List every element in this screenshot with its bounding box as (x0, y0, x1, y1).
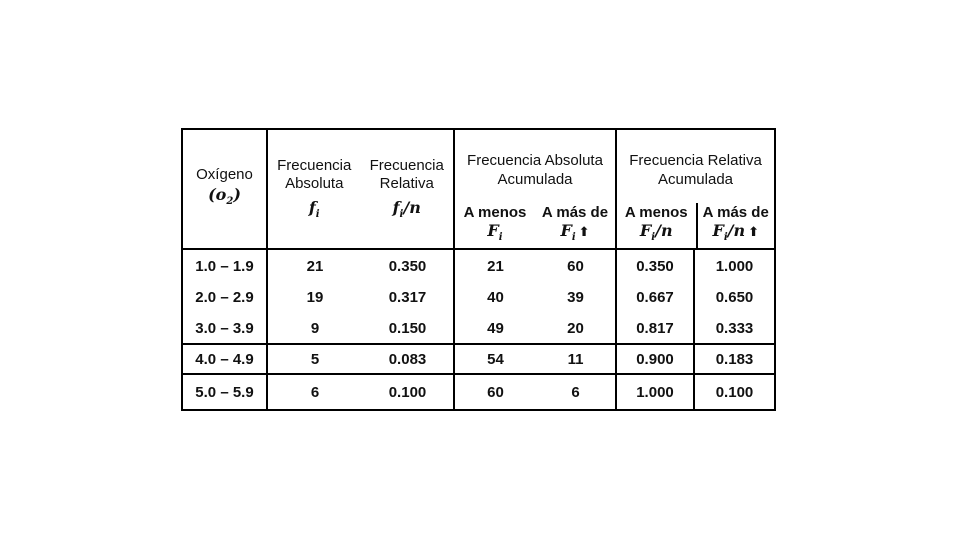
cell-cum-rel-more: 1.000 (715, 257, 754, 275)
cell-range: 1.0 – 1.9 (183, 250, 268, 282)
cell-cum-rel-less: 0.900 (617, 345, 695, 375)
cell-rel-freq: 0.083 (362, 345, 455, 375)
cell-abs-freq: 21 (306, 257, 324, 275)
Fi-symbol: Fi (487, 221, 503, 244)
up-arrow-icon: ⬆ (748, 225, 760, 240)
cell-rel-freq: 0.100 (362, 375, 455, 409)
cell-range: 2.0 – 2.9 (183, 282, 268, 313)
cell-cum-rel-less: 1.000 (617, 375, 695, 409)
cum-rel-subheaders: A menos Fi/n A más de Fi/n ⬆ (617, 203, 774, 248)
cell-cum-rel-more: 0.100 (715, 383, 754, 401)
cell-abs-freq: 19 (306, 289, 324, 306)
cell-rel-freq: 0.150 (362, 313, 455, 345)
cell-cum-abs-more: 6 (536, 375, 617, 409)
col-header-oxygen: Oxígeno (o2) (183, 130, 268, 250)
cell-cum-abs-less: 49 (455, 313, 536, 345)
cell-cum-abs-more: 11 (536, 345, 617, 375)
oxygen-symbol: (o2) (208, 185, 241, 208)
cum-abs-subheaders: A menos Fi A más de Fi ⬆ (455, 203, 615, 248)
col-header-cum-abs: Frecuencia Absoluta Acumulada A menos Fi… (455, 130, 617, 250)
cell-rel-freq: 0.317 (362, 282, 455, 313)
cell-range: 5.0 – 5.9 (183, 375, 268, 409)
cell-range: 3.0 – 3.9 (183, 313, 268, 345)
Fi-n-symbol: Fi/n (639, 221, 673, 244)
cell-cum-rel-less: 0.350 (617, 250, 695, 282)
cell-cum-abs-less: 60 (487, 383, 504, 401)
cell-abs-freq: 5 (268, 345, 362, 375)
oxygen-title: Oxígeno (196, 166, 253, 184)
cell-cum-abs-less: 54 (455, 345, 536, 375)
cum-rel-title: Frecuencia Relativa Acumulada (629, 152, 762, 188)
cell-cum-abs-more: 39 (536, 282, 617, 313)
up-arrow-icon: ⬆ (578, 225, 590, 240)
subheader-cum-abs-more: A más de Fi ⬆ (535, 203, 615, 248)
subheader-cum-rel-less: A menos Fi/n (617, 203, 696, 248)
cell-cum-rel-less: 0.817 (617, 313, 695, 345)
cell-cum-abs-more: 20 (536, 313, 617, 345)
cell-rel-freq: 0.350 (362, 250, 455, 282)
Fi-up-symbol: Fi ⬆ (560, 221, 590, 244)
col-header-frequencies: Frecuencia Absoluta fi Frecuencia Relati… (268, 130, 455, 250)
cell-cum-rel-more: 0.333 (695, 313, 774, 345)
fi-n-symbol: fi/n (392, 198, 421, 221)
cum-abs-title: Frecuencia Absoluta Acumulada (467, 152, 603, 188)
cell-cum-rel-less: 0.667 (617, 282, 695, 313)
col-header-rel-freq: Frecuencia Relativa fi/n (361, 130, 454, 248)
cell-cum-rel-more: 0.183 (695, 345, 774, 375)
subheader-cum-abs-less: A menos Fi (455, 203, 535, 248)
cell-cum-rel-more: 0.650 (715, 289, 754, 306)
cell-range: 4.0 – 4.9 (183, 345, 268, 375)
cell-cum-abs-more: 60 (536, 250, 617, 282)
cell-abs-freq: 9 (268, 313, 362, 345)
fi-symbol: fi (308, 198, 320, 221)
frequency-table: Oxígeno (o2) Frecuencia Absoluta fi Frec… (181, 128, 776, 411)
cell-cum-abs-less: 21 (487, 257, 504, 275)
col-header-cum-rel: Frecuencia Relativa Acumulada A menos Fi… (617, 130, 774, 250)
col-header-abs-freq: Frecuencia Absoluta fi (268, 130, 361, 248)
subheader-cum-rel-more: A más de Fi/n ⬆ (695, 203, 775, 248)
cell-cum-abs-less: 40 (487, 289, 504, 306)
Fi-n-up-symbol: Fi/n ⬆ (712, 221, 760, 244)
cell-abs-freq: 6 (310, 383, 320, 401)
